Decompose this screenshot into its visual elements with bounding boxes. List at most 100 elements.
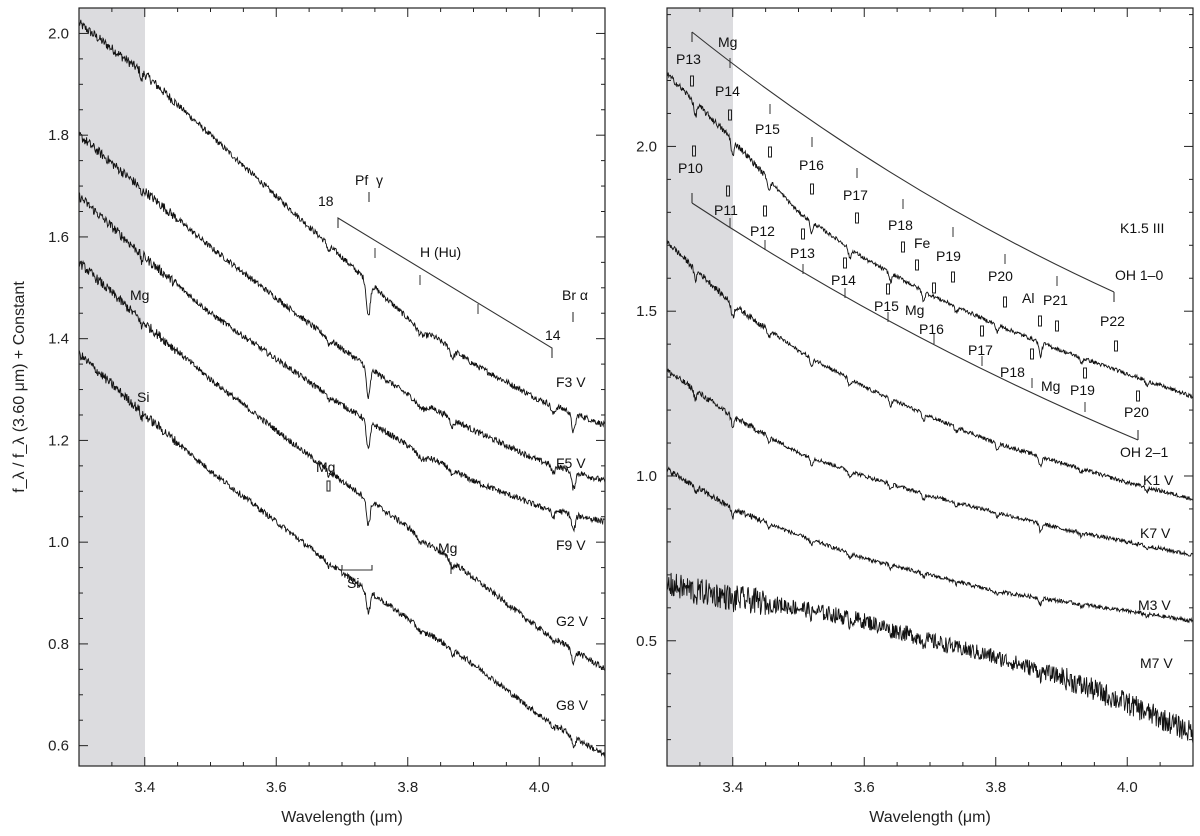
label-k15iii: K1.5 III	[1120, 220, 1164, 236]
label-p19-lower: P19	[1070, 382, 1095, 398]
left-line-markers	[374, 248, 479, 314]
spectrum-m7-v	[666, 572, 1194, 744]
oh-line-marker	[932, 282, 936, 294]
label-p21-upper: P21	[1043, 292, 1068, 308]
x-tick-label: 3.4	[722, 779, 743, 796]
spectrum-g8-v	[78, 349, 606, 759]
oh-line-marker	[728, 109, 732, 121]
label-hu: H (Hu)	[420, 244, 461, 260]
spectrum-f5-v	[78, 130, 606, 491]
oh-2-1-band	[691, 202, 1139, 441]
label-g8v: G8 V	[556, 697, 589, 713]
oh-line-marker	[763, 205, 767, 217]
spectrum-k7-v	[666, 368, 1194, 557]
oh-line-marker	[843, 257, 847, 269]
left-plot-frame	[78, 7, 606, 767]
hu-series-bracket	[337, 217, 553, 358]
label-al: Al	[1022, 290, 1034, 306]
label-pf: Pf	[355, 172, 368, 188]
oh-line-marker	[980, 325, 984, 337]
spectrum-m3-v	[666, 466, 1194, 624]
spectrum-g2-v	[78, 259, 606, 672]
label-p16-upper: P16	[799, 157, 824, 173]
oh-line-marker	[801, 228, 805, 240]
y-tick-label: 2.0	[636, 138, 657, 155]
oh-1-0-band	[691, 31, 1115, 293]
label-br-alpha: Br α	[562, 287, 588, 303]
y-tick-label: 2.0	[48, 25, 69, 42]
label-mg-mid: Mg	[316, 459, 335, 475]
oh-line-marker	[768, 146, 772, 158]
oh-line-marker	[1055, 320, 1059, 332]
oh-line-marker	[690, 75, 694, 87]
left-spectra	[78, 19, 606, 759]
oh-line-marker	[1038, 315, 1042, 327]
x-tick-label: 3.8	[397, 779, 418, 796]
label-oh-2-1: OH 2–1	[1120, 444, 1168, 460]
oh-line-marker	[1114, 340, 1118, 352]
label-p13-lower: P13	[790, 245, 815, 261]
left-x-axis-title: Wavelength (μm)	[281, 809, 403, 826]
label-f5v: F5 V	[556, 455, 586, 471]
spectrum-k1-v	[666, 239, 1194, 502]
right-axis-ticks: 3.4 3.6 3.8 4.0 0.5 1.0 1.5 2.0	[636, 8, 1194, 796]
label-p13-upper: P13	[676, 51, 701, 67]
label-p15-lower: P15	[874, 298, 899, 314]
y-tick-label: 1.2	[48, 432, 69, 449]
mg-mid-marker	[326, 480, 331, 492]
right-x-axis-title: Wavelength (μm)	[869, 809, 991, 826]
label-p18-upper: P18	[888, 217, 913, 233]
left-panel: 3.4 3.6 3.8 4.0 0.6 0.8 1.0 1.2 1.4 1.6 1.8 2.0 Wav…	[11, 7, 606, 826]
label-mg-lower-2: Mg	[1041, 378, 1060, 394]
label-mg-right: Mg	[438, 540, 457, 556]
oh-line-marker	[886, 283, 890, 295]
label-f9v: F9 V	[556, 537, 586, 553]
x-tick-label: 3.4	[134, 779, 155, 796]
right-spectra	[666, 72, 1194, 744]
y-tick-label: 0.5	[636, 633, 657, 650]
label-gamma: γ	[376, 172, 383, 188]
label-m3v: M3 V	[1138, 597, 1171, 613]
spectrum-k1-5-iii	[666, 72, 1194, 400]
label-k1v: K1 V	[1143, 472, 1174, 488]
label-f3v: F3 V	[556, 374, 586, 390]
si-bracket	[341, 565, 373, 571]
y-tick-label: 1.0	[48, 534, 69, 551]
label-mg-upper: Mg	[718, 34, 737, 50]
label-hu-14: 14	[545, 327, 561, 343]
label-p19-upper: P19	[936, 248, 961, 264]
oh-line-marker	[1030, 348, 1034, 360]
y-tick-label: 0.8	[48, 636, 69, 653]
y-tick-label: 1.6	[48, 229, 69, 246]
label-p17-lower: P17	[968, 342, 993, 358]
oh-line-marker	[1003, 296, 1007, 308]
label-si-mid: Si	[347, 575, 359, 591]
x-tick-label: 4.0	[1117, 779, 1138, 796]
oh-line-marker	[915, 259, 919, 271]
label-p14-upper: P14	[715, 83, 740, 99]
oh-line-marker	[810, 183, 814, 195]
label-fe: Fe	[914, 235, 931, 251]
right-plot-frame	[666, 7, 1194, 767]
label-si-left: Si	[137, 389, 149, 405]
label-p20-upper: P20	[988, 268, 1013, 284]
label-k7v: K7 V	[1140, 525, 1171, 541]
label-p15-upper: P15	[755, 121, 780, 137]
label-p17-upper: P17	[843, 187, 868, 203]
oh-line-marker	[726, 185, 730, 197]
y-tick-label: 1.4	[48, 331, 69, 348]
label-p22-upper: P22	[1100, 313, 1125, 329]
spectrum-f9-v	[78, 191, 606, 533]
oh-line-marker	[951, 271, 955, 283]
label-mg-left: Mg	[130, 287, 149, 303]
x-tick-label: 3.6	[854, 779, 875, 796]
oh-line-marker	[1083, 367, 1087, 379]
left-axis-ticks: 3.4 3.6 3.8 4.0 0.6 0.8 1.0 1.2 1.4 1.6 1.8 2.0	[48, 7, 606, 796]
y-tick-label: 1.0	[636, 468, 657, 485]
oh-line-marker	[1136, 390, 1140, 402]
label-p20-lower: P20	[1124, 404, 1149, 420]
x-tick-label: 3.8	[985, 779, 1006, 796]
label-m7v: M7 V	[1140, 655, 1173, 671]
label-p16-lower: P16	[919, 321, 944, 337]
